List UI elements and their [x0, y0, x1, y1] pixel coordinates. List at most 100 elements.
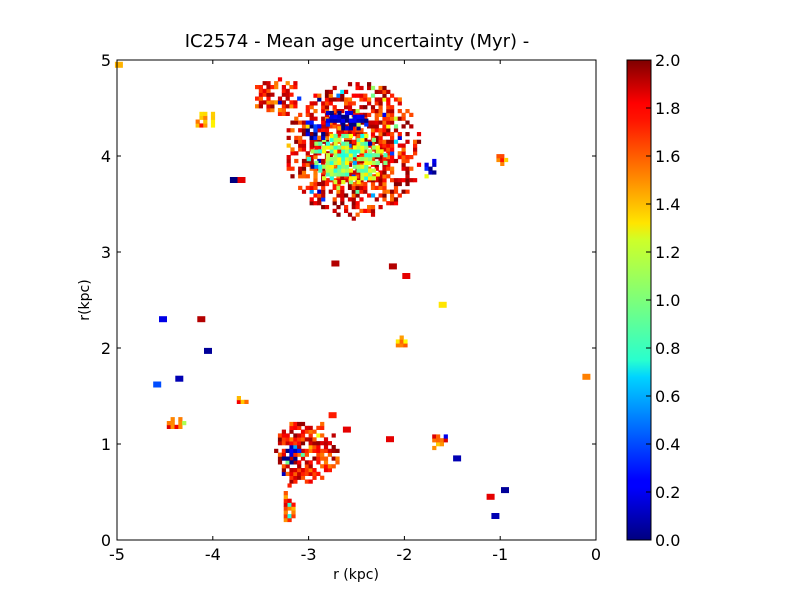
heat-speck — [153, 381, 162, 388]
heat-cell — [322, 164, 327, 169]
y-tick-label: 4 — [101, 147, 111, 166]
heat-cell — [203, 119, 208, 124]
heat-cell — [439, 438, 444, 443]
heat-cell — [298, 135, 303, 140]
heat-cell — [356, 149, 361, 154]
heat-cell — [436, 438, 441, 443]
heat-cell — [255, 104, 260, 109]
heat-cell — [335, 456, 340, 461]
heat-cell — [386, 132, 391, 137]
heat-cell — [286, 166, 291, 171]
heat-cell — [320, 452, 325, 457]
heat-cell — [364, 157, 369, 162]
colorbar-tick-label: 0.0 — [655, 531, 680, 550]
heat-cell — [360, 145, 365, 150]
heat-cell — [300, 475, 306, 480]
heat-cell — [277, 460, 283, 465]
heat-cell — [321, 101, 326, 106]
heat-cell — [293, 85, 298, 90]
heat-cell — [297, 437, 302, 442]
heat-cell — [370, 132, 376, 137]
heat-cell — [359, 181, 364, 187]
heat-cell — [291, 502, 296, 507]
heat-cell — [321, 105, 326, 110]
heat-cell — [277, 100, 283, 105]
heat-cell — [341, 157, 346, 162]
heat-cell — [382, 139, 387, 144]
heat-cell — [364, 145, 369, 150]
heat-cell — [360, 114, 365, 119]
colorbar-tick-label: 1.8 — [655, 99, 680, 118]
heat-cell — [397, 101, 402, 106]
heat-cell — [304, 468, 309, 473]
heat-cell — [401, 158, 406, 164]
heat-cell — [309, 189, 314, 194]
heat-cell — [289, 429, 294, 434]
heat-cell — [266, 100, 271, 105]
heat-cell — [347, 185, 353, 190]
heat-cell — [374, 135, 379, 140]
heat-cell — [360, 172, 365, 177]
heat-cell — [378, 132, 383, 137]
heat-cell — [309, 132, 314, 137]
heat-cell — [314, 141, 319, 146]
region-center-knot — [395, 335, 408, 348]
heat-cell — [290, 120, 295, 125]
heat-cell — [405, 120, 410, 125]
colorbar-tick-label: 1.4 — [655, 195, 680, 214]
heat-cell — [309, 124, 314, 129]
heat-cell — [317, 158, 322, 164]
heat-cell — [258, 104, 263, 109]
heat-cell — [316, 445, 321, 450]
heat-cell — [308, 445, 313, 450]
heat-cell — [428, 166, 433, 171]
heat-cell — [405, 174, 410, 179]
heat-cell — [374, 185, 379, 190]
heat-cell — [370, 185, 376, 190]
heat-cell — [314, 160, 319, 165]
heat-cell — [178, 417, 183, 422]
heat-cell — [300, 452, 306, 457]
heat-cell — [285, 88, 290, 93]
heat-cell — [309, 143, 314, 148]
heat-cell — [290, 151, 295, 156]
heat-cell — [416, 162, 422, 167]
heat-cell — [308, 460, 313, 465]
heat-cell — [375, 145, 380, 150]
heat-cell — [370, 128, 376, 133]
heat-cell — [314, 149, 319, 154]
heat-cell — [378, 170, 383, 175]
heat-cell — [378, 155, 383, 160]
heat-cell — [277, 441, 283, 446]
heat-cell — [390, 197, 395, 202]
heat-cell — [336, 212, 341, 217]
heat-cell — [262, 81, 267, 86]
heat-cell — [341, 168, 346, 173]
heat-cell — [341, 133, 346, 139]
heat-cell — [367, 208, 372, 213]
heat-cell — [332, 197, 337, 202]
heat-cell — [274, 448, 279, 453]
heat-cell — [416, 139, 422, 144]
heat-cell — [368, 149, 373, 154]
heat-cell — [364, 168, 369, 173]
heat-cell — [289, 475, 294, 480]
heat-cell — [287, 498, 292, 503]
heat-cell — [363, 105, 368, 110]
heat-cell — [390, 109, 395, 114]
heat-cell — [374, 120, 379, 125]
heat-cell — [328, 97, 333, 102]
heat-cell — [309, 105, 314, 110]
heat-cell — [424, 166, 429, 171]
heat-speck — [501, 487, 509, 494]
heat-cell — [340, 193, 345, 198]
heat-cell — [333, 133, 338, 139]
heat-cell — [312, 429, 317, 434]
heat-cell — [277, 77, 283, 82]
heat-cell — [367, 101, 372, 106]
heat-cell — [281, 452, 286, 457]
heat-cell — [327, 464, 332, 469]
heat-cell — [390, 193, 395, 198]
heat-cell — [378, 143, 383, 148]
heat-cell — [305, 120, 310, 125]
